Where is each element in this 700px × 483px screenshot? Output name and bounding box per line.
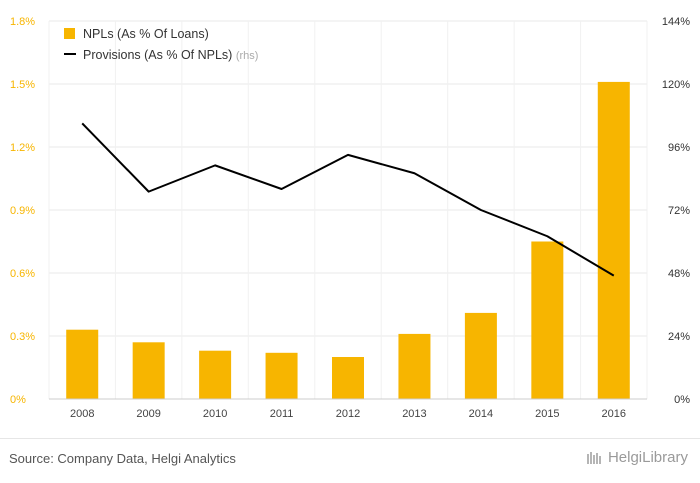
right-axis-tick-label: 144%: [662, 16, 690, 28]
left-axis-tick-label: 0%: [10, 394, 26, 406]
npl-bar: [332, 357, 364, 399]
x-axis-tick-label: 2009: [136, 408, 160, 420]
brand-logo[interactable]: HelgiLibrary: [586, 449, 688, 466]
npl-bar: [66, 329, 99, 399]
left-axis-tick-label: 1.2%: [10, 142, 35, 154]
line-series: [81, 122, 615, 277]
right-axis-tick-label: 72%: [668, 205, 690, 217]
x-axis-tick-label: 2010: [203, 408, 227, 420]
left-axis-tick-label: 1.8%: [10, 16, 35, 28]
x-axis-tick-label: 2014: [469, 408, 493, 420]
bar-series: [66, 81, 630, 400]
legend-label-provisions-main: Provisions (As % Of NPLs): [83, 48, 236, 62]
x-axis-tick-label: 2016: [602, 408, 626, 420]
library-icon: [586, 451, 601, 464]
provisions-line: [81, 122, 615, 277]
grid-lines: [48, 20, 648, 400]
right-axis-tick-label: 24%: [668, 331, 690, 343]
axes: 0% 0% 0.3% 24% 0.6% 48% 0.9% 72% 1.2% 96% 1.5% 120%…: [10, 16, 690, 420]
npl-bar: [398, 333, 431, 399]
x-axis-tick-label: 2008: [70, 408, 94, 420]
brand-name: HelgiLibrary: [607, 449, 688, 466]
legend-swatch-npls: [64, 28, 75, 39]
left-axis-tick-label: 0.9%: [10, 205, 35, 217]
npl-bar: [132, 342, 165, 399]
right-axis-tick-label: 120%: [662, 79, 690, 91]
x-axis-tick-label: 2013: [402, 408, 426, 420]
right-axis-tick-label: 96%: [668, 142, 690, 154]
x-axis-tick-label: 2015: [535, 408, 559, 420]
npl-bar: [464, 312, 497, 399]
npl-bar: [199, 350, 232, 399]
left-axis-tick-label: 0.6%: [10, 268, 35, 280]
chart-area: 0% 0% 0.3% 24% 0.6% 48% 0.9% 72% 1.2% 96% 1.5% 120%…: [10, 16, 690, 420]
legend-label-npls: NPLs (As % Of Loans): [83, 27, 209, 41]
x-axis-tick-label: 2012: [336, 408, 360, 420]
right-axis-tick-label: 0%: [674, 394, 690, 406]
npl-bar: [531, 241, 564, 399]
left-axis-tick-label: 1.5%: [10, 79, 35, 91]
legend-label-provisions: Provisions (As % Of NPLs) (rhs): [83, 48, 258, 62]
npl-bar: [265, 352, 298, 399]
legend-label-rhs: (rhs): [236, 50, 259, 62]
footer-divider: [0, 438, 700, 439]
source-note: Source: Company Data, Helgi Analytics: [9, 451, 236, 466]
legend: NPLs (As % Of Loans) Provisions (As % Of …: [64, 27, 258, 62]
right-axis-tick-label: 48%: [668, 268, 690, 280]
x-axis-tick-label: 2011: [270, 408, 294, 420]
left-axis-tick-label: 0.3%: [10, 331, 35, 343]
npl-bar: [597, 81, 630, 400]
